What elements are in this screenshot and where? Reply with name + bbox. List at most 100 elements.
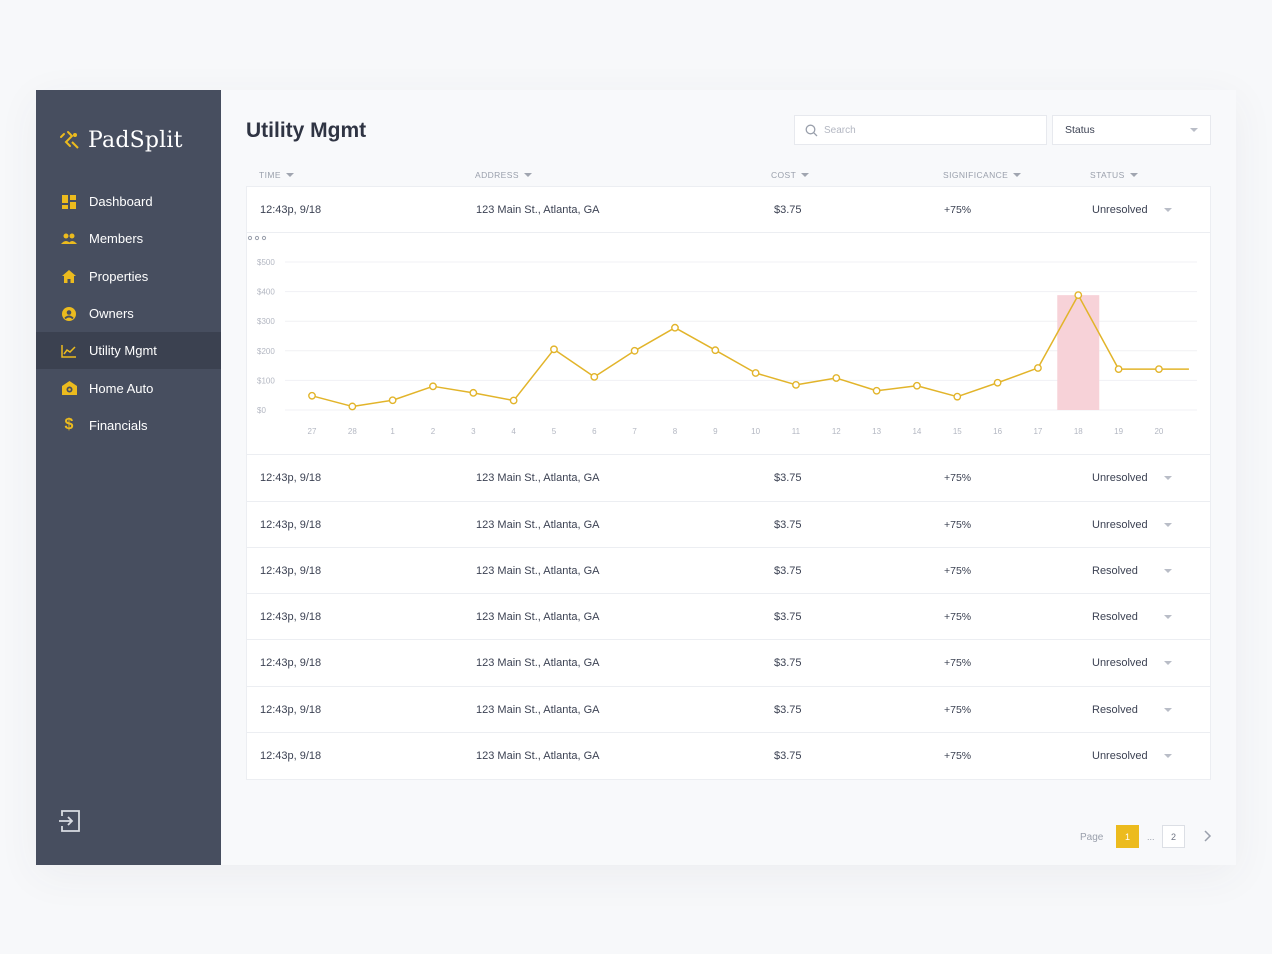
sidebar-item-properties[interactable]: Properties [36, 258, 221, 295]
search-input[interactable] [824, 124, 1024, 136]
page-button-2[interactable]: 2 [1162, 825, 1185, 848]
status-dropdown[interactable]: Unresolved [1092, 472, 1172, 484]
x-tick-label: 2 [431, 427, 436, 436]
x-tick-label: 4 [511, 427, 516, 436]
main-content: Utility Mgmt Status TIME ADDRESS COST SI… [221, 90, 1236, 865]
cell-address: 123 Main St., Atlanta, GA [476, 703, 600, 716]
data-point [1074, 291, 1083, 300]
data-point [509, 396, 518, 405]
x-tick-label: 14 [912, 427, 921, 436]
cell-significance: +75% [944, 204, 972, 216]
x-tick-label: 5 [552, 427, 557, 436]
data-point [872, 387, 881, 395]
column-header-status[interactable]: STATUS [1090, 170, 1138, 180]
cell-cost: $3.75 [774, 657, 802, 670]
x-tick-label: 16 [993, 427, 1002, 436]
data-point [832, 374, 841, 383]
brand-name: PadSplit [88, 127, 183, 153]
table-row[interactable]: 12:43p, 9/18 123 Main St., Atlanta, GA $… [247, 640, 1210, 687]
x-tick-label: 6 [592, 427, 597, 436]
sidebar-item-financials[interactable]: $ Financials [36, 407, 221, 444]
sidebar-item-members[interactable]: Members [36, 220, 221, 257]
cell-cost: $3.75 [774, 564, 802, 577]
x-tick-label: 28 [348, 427, 357, 436]
highlight-band [1057, 295, 1100, 411]
cell-time: 12:43p, 9/18 [260, 204, 322, 216]
y-tick-label: $300 [257, 317, 275, 326]
status-dropdown[interactable]: Resolved [1092, 611, 1172, 623]
column-header-address[interactable]: ADDRESS [475, 170, 532, 180]
cell-address: 123 Main St., Atlanta, GA [476, 518, 600, 531]
x-tick-label: 19 [1114, 427, 1123, 436]
cell-significance: +75% [944, 657, 972, 670]
sidebar-item-label: Utility Mgmt [89, 343, 157, 359]
home-automation-icon [60, 379, 78, 397]
cell-time: 12:43p, 9/18 [260, 703, 322, 716]
search-icon [805, 124, 818, 136]
data-point [590, 373, 599, 382]
cell-address: 123 Main St., Atlanta, GA [476, 611, 600, 624]
cell-time: 12:43p, 9/18 [260, 472, 322, 485]
padsplit-logo-icon [60, 131, 79, 149]
column-header-time[interactable]: TIME [259, 170, 294, 180]
sidebar-item-label: Dashboard [89, 194, 153, 210]
data-point [671, 324, 679, 332]
status-dropdown[interactable]: Unresolved [1092, 519, 1172, 531]
status-dropdown[interactable]: Unresolved [1092, 657, 1172, 669]
column-header-significance[interactable]: SIGNIFICANCE [943, 170, 1022, 180]
x-tick-label: 3 [471, 427, 476, 436]
y-tick-label: $100 [257, 377, 275, 386]
cell-significance: +75% [944, 518, 972, 531]
chevron-down-icon [1164, 754, 1172, 759]
page-title: Utility Mgmt [246, 119, 367, 142]
table-header: TIME ADDRESS COST SIGNIFICANCE STATUS [246, 162, 1211, 186]
more-options-icon[interactable] [247, 233, 267, 243]
sort-caret-icon [1129, 173, 1138, 177]
sidebar: PadSplit Dashboard Members Properties [36, 90, 221, 865]
pagination-ellipsis: ... [1147, 832, 1155, 842]
status-filter-value: Status [1065, 124, 1095, 136]
sidebar-item-home-auto[interactable]: Home Auto [36, 369, 221, 406]
status-filter-select[interactable]: Status [1052, 115, 1211, 145]
data-point [711, 346, 720, 355]
table-row[interactable]: 12:43p, 9/18 123 Main St., Atlanta, GA $… [247, 548, 1210, 595]
table-row[interactable]: 12:43p, 9/18 123 Main St., Atlanta, GA $… [247, 594, 1210, 641]
table-row[interactable]: 12:43p, 9/18 123 Main St., Atlanta, GA $… [247, 455, 1210, 502]
data-point [348, 402, 357, 411]
x-tick-label: 1 [390, 427, 395, 436]
sidebar-item-dashboard[interactable]: Dashboard [36, 183, 221, 220]
cell-cost: $3.75 [774, 518, 802, 531]
search-box[interactable] [794, 115, 1047, 145]
sidebar-item-label: Owners [89, 306, 134, 322]
cell-address: 123 Main St., Atlanta, GA [476, 204, 600, 216]
status-dropdown[interactable]: Resolved [1092, 704, 1172, 716]
status-dropdown[interactable]: Unresolved [1092, 204, 1172, 216]
members-icon [60, 230, 78, 248]
status-dropdown[interactable]: Unresolved [1092, 750, 1172, 762]
next-page-icon[interactable] [1199, 828, 1215, 844]
sidebar-item-owners[interactable]: Owners [36, 295, 221, 332]
cell-significance: +75% [944, 750, 972, 763]
app-window: PadSplit Dashboard Members Properties [36, 90, 1236, 865]
cell-address: 123 Main St., Atlanta, GA [476, 657, 600, 670]
logout-icon [59, 810, 80, 832]
cell-address: 123 Main St., Atlanta, GA [476, 564, 600, 577]
table-row[interactable]: 12:43p, 9/18 123 Main St., Atlanta, GA $… [247, 187, 1210, 234]
y-tick-label: $200 [257, 347, 275, 356]
brand-logo[interactable]: PadSplit [58, 124, 183, 156]
table-row[interactable]: 12:43p, 9/18 123 Main St., Atlanta, GA $… [247, 502, 1210, 548]
data-point [429, 382, 437, 391]
status-dropdown[interactable]: Resolved [1092, 565, 1172, 577]
page-button-1[interactable]: 1 [1116, 825, 1139, 848]
x-tick-label: 9 [713, 427, 718, 436]
cell-significance: +75% [944, 703, 972, 716]
sidebar-item-utility-mgmt[interactable]: Utility Mgmt [36, 332, 221, 370]
column-header-cost[interactable]: COST [771, 170, 810, 180]
table-row[interactable]: 12:43p, 9/18 123 Main St., Atlanta, GA $… [247, 733, 1210, 779]
x-tick-label: 11 [792, 427, 801, 436]
logout-button[interactable] [58, 808, 82, 834]
table-row[interactable]: 12:43p, 9/18 123 Main St., Atlanta, GA $… [247, 687, 1210, 734]
data-point [953, 393, 962, 401]
y-tick-label: $0 [257, 406, 266, 415]
